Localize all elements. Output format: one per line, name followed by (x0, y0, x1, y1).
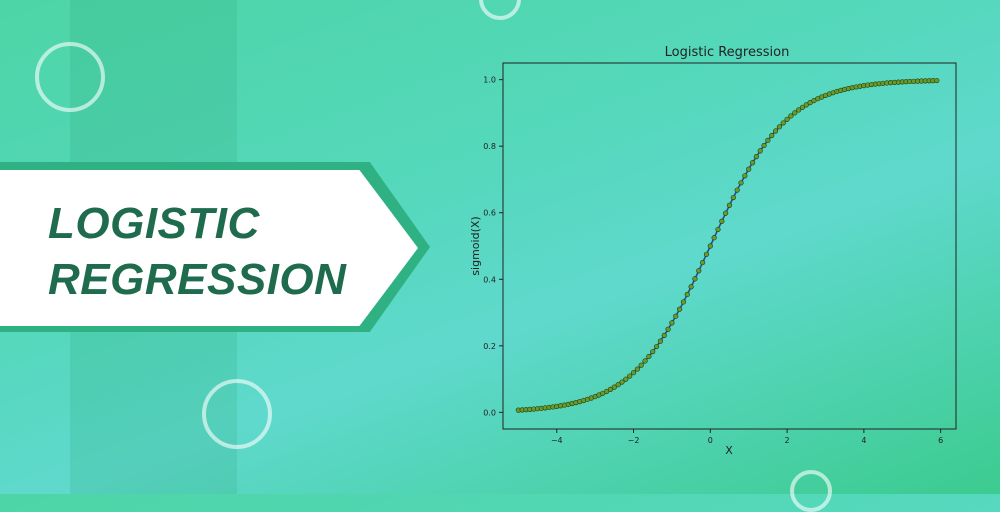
data-point (742, 173, 748, 179)
data-point (646, 353, 652, 360)
plot-frame (502, 62, 957, 430)
y-tick-label: 0.2 (483, 342, 496, 351)
data-point (607, 386, 614, 392)
y-tick-label: 0.0 (483, 408, 496, 417)
data-point (776, 124, 783, 130)
data-point (795, 107, 802, 113)
sigmoid-curve (518, 79, 937, 411)
data-point (665, 326, 671, 332)
data-point (673, 313, 679, 319)
data-point (738, 180, 744, 186)
data-point (761, 142, 767, 149)
y-axis-ticks: 0.0 0.2 0.4 0.6 0.8 1.0 (483, 76, 503, 417)
data-point (669, 320, 675, 326)
data-point (784, 116, 790, 122)
data-point (623, 376, 629, 382)
data-point (700, 259, 706, 266)
y-tick-label: 0.8 (483, 142, 496, 151)
x-axis-ticks: −4 −2 0 2 4 6 (551, 429, 943, 445)
data-point (723, 210, 729, 216)
data-point (692, 276, 698, 282)
x-tick-label: 0 (708, 436, 713, 445)
circle-decoration-top-left (35, 42, 105, 112)
data-point (792, 110, 798, 116)
data-point (753, 154, 759, 160)
y-tick-label: 1.0 (483, 76, 496, 85)
y-axis-label: sigmoid(X) (469, 216, 482, 275)
y-tick-label: 0.6 (483, 209, 496, 218)
data-point (688, 284, 694, 290)
data-point (780, 120, 786, 126)
data-point (757, 148, 763, 154)
data-point (769, 132, 775, 139)
data-point (711, 235, 717, 241)
logistic-chart: Logistic Regression −4 −2 0 2 4 6 0.00.20.40.… (469, 45, 957, 457)
data-point (627, 373, 633, 379)
y-tick-label: 0.4 (483, 275, 496, 284)
x-axis-label: X (725, 444, 733, 457)
data-point (619, 379, 625, 385)
data-point (772, 128, 779, 134)
data-point (696, 268, 702, 274)
data-point (615, 382, 621, 388)
data-point (934, 77, 940, 84)
data-point (765, 137, 771, 143)
title-banner (0, 170, 418, 326)
x-tick-label: −2 (628, 436, 640, 445)
x-tick-label: −4 (551, 436, 563, 445)
data-point (650, 349, 656, 355)
data-point (634, 366, 640, 372)
chart-title: Logistic Regression (665, 45, 790, 60)
x-tick-label: 2 (785, 436, 790, 445)
banner-title: LOGISTIC REGRESSION (48, 196, 388, 308)
data-point (653, 343, 660, 350)
data-point (638, 362, 644, 368)
circle-decoration-bottom-left (202, 379, 272, 449)
data-point (661, 332, 667, 338)
data-point (703, 251, 710, 257)
data-point (684, 291, 690, 298)
data-point (676, 306, 683, 312)
data-point (730, 194, 736, 201)
data-point (726, 202, 733, 208)
data-point (788, 113, 794, 119)
x-tick-label: 4 (861, 436, 866, 445)
data-point (642, 358, 648, 364)
data-point (657, 338, 664, 344)
data-point (611, 384, 617, 390)
data-point (734, 187, 740, 193)
data-point (630, 370, 637, 376)
data-point (799, 104, 806, 110)
x-tick-label: 6 (938, 436, 943, 445)
data-point (749, 160, 756, 166)
data-point (719, 218, 725, 224)
data-point (746, 166, 752, 172)
banner-title-line1: LOGISTIC (48, 199, 260, 248)
data-point (715, 226, 721, 233)
data-point (680, 299, 687, 305)
banner-title-line2: REGRESSION (48, 255, 347, 304)
data-point (803, 102, 809, 108)
data-series (515, 77, 940, 413)
data-point (707, 243, 713, 249)
